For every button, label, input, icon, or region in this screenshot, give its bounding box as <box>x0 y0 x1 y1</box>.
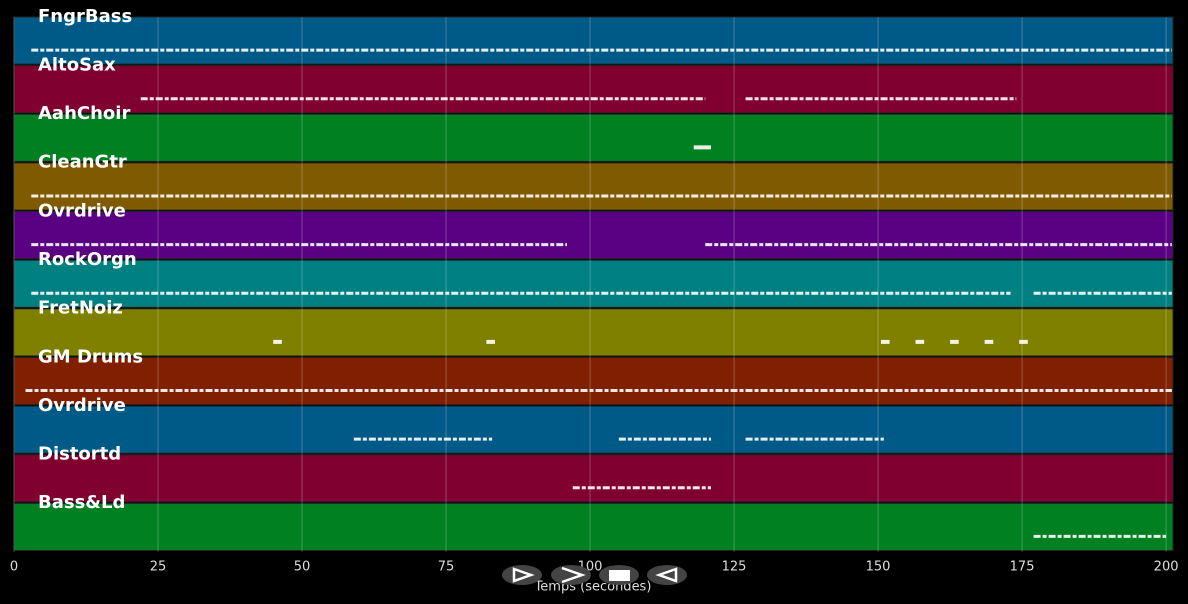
x-tick-label: 25 <box>150 560 167 575</box>
track-name: CleanGtr <box>38 152 127 173</box>
stop-button[interactable] <box>599 565 639 585</box>
track-name: FretNoiz <box>38 298 123 319</box>
track-lane <box>13 162 1174 211</box>
track-name: AltoSax <box>38 54 116 75</box>
x-tick-label: 75 <box>438 560 455 575</box>
track-name: Ovrdrive <box>38 200 126 221</box>
track-name: AahChoir <box>38 103 130 124</box>
track-lane <box>13 308 1174 357</box>
x-tick-label: 50 <box>294 560 311 575</box>
rewind-button[interactable] <box>647 565 687 585</box>
track-lane <box>13 259 1174 308</box>
track-lane <box>13 405 1174 454</box>
track-name: GM Drums <box>38 346 143 367</box>
x-tick-label: 125 <box>722 560 747 575</box>
x-tick-label: 200 <box>1154 560 1179 575</box>
track-lane <box>13 356 1174 406</box>
track-name: FngrBass <box>38 6 132 27</box>
play-button[interactable] <box>502 565 542 585</box>
track-lane <box>13 502 1174 552</box>
forward-button[interactable] <box>551 565 591 585</box>
track-name: Ovrdrive <box>38 395 126 416</box>
x-tick-label: 0 <box>10 560 18 575</box>
x-tick-label: 150 <box>866 560 891 575</box>
track-lane <box>13 211 1174 260</box>
track-name: Distortd <box>38 444 121 465</box>
track-name: RockOrgn <box>38 249 137 270</box>
track-lane <box>13 16 1174 65</box>
track-name: Bass&Ld <box>38 492 125 513</box>
x-tick-label: 175 <box>1010 560 1035 575</box>
track-lane <box>13 65 1174 114</box>
playback-controls <box>502 565 687 585</box>
track-lane <box>13 113 1174 162</box>
track-lane <box>13 454 1174 503</box>
